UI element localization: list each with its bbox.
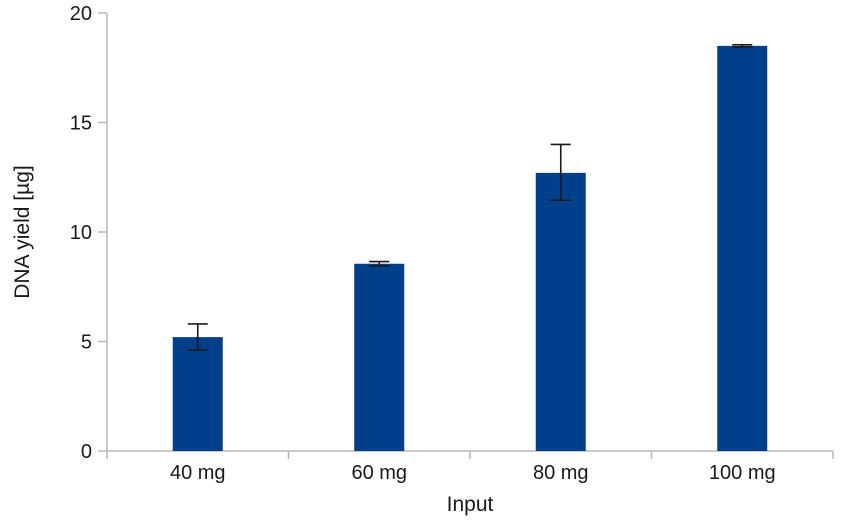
y-tick-label: 0 — [81, 441, 92, 463]
error-bar — [369, 260, 390, 267]
bar — [717, 45, 768, 451]
x-tick-label: 40 mg — [170, 462, 226, 484]
y-tick-label: 5 — [81, 332, 92, 354]
bars — [172, 45, 768, 451]
y-tick-label: 20 — [70, 3, 92, 25]
bar — [354, 263, 405, 451]
x-ticks: 40 mg 60 mg 80 mg 100 mg — [106, 451, 834, 484]
x-tick-label: 60 mg — [351, 462, 407, 484]
error-bars — [187, 43, 753, 352]
bar — [172, 337, 223, 451]
y-axis-title: DNA yield [µg] — [11, 165, 34, 299]
error-bar — [550, 143, 571, 202]
bar — [535, 172, 586, 451]
x-tick-label: 80 mg — [533, 462, 589, 484]
y-ticks: 0 5 10 15 20 — [70, 3, 107, 463]
y-tick-label: 15 — [70, 113, 92, 135]
x-tick-label: 100 mg — [709, 462, 776, 484]
y-tick-label: 10 — [70, 222, 92, 244]
x-axis-title: Input — [447, 493, 494, 516]
error-bar — [732, 43, 753, 48]
error-bar — [187, 323, 208, 352]
